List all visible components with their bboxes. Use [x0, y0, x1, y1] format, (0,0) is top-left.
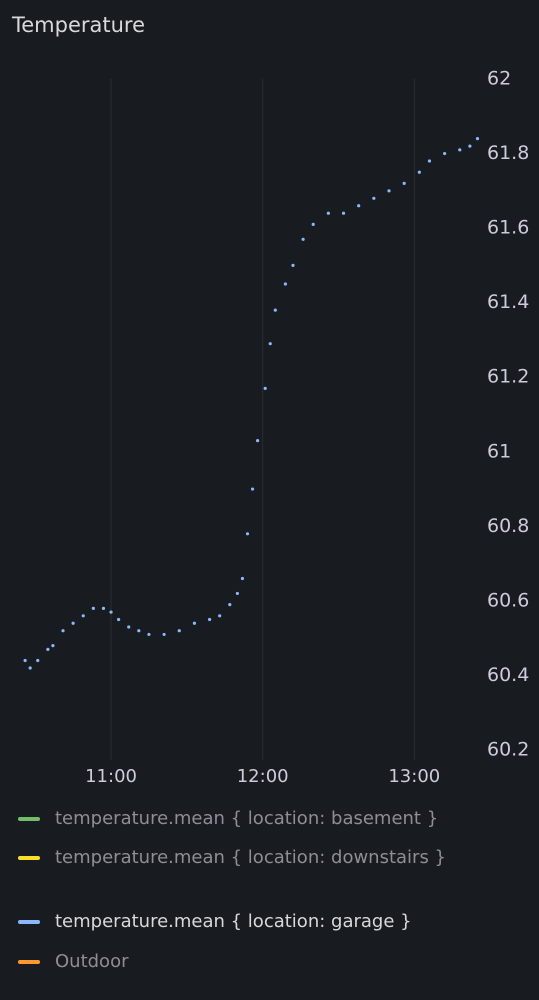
data-point [268, 342, 272, 346]
data-point [417, 170, 421, 174]
data-point [91, 606, 95, 610]
x-tick-label: 13:00 [388, 766, 440, 787]
data-point [357, 204, 361, 208]
data-point [372, 196, 376, 200]
data-point [81, 614, 85, 618]
data-point [137, 629, 141, 633]
data-point [207, 617, 212, 622]
y-tick-label: 61.4 [487, 291, 529, 313]
data-point [127, 625, 131, 629]
y-tick-label: 61.8 [487, 142, 529, 164]
data-point [458, 148, 462, 152]
data-point [36, 658, 40, 663]
data-point [23, 658, 27, 663]
data-point [117, 617, 121, 622]
data-point [51, 644, 55, 648]
data-point [147, 632, 151, 637]
data-point [250, 487, 255, 491]
y-tick-label: 60.8 [487, 515, 529, 537]
data-point [311, 222, 315, 226]
legend-label: temperature.mean { location: garage } [55, 911, 412, 932]
data-point [162, 632, 166, 637]
x-tick-label: 12:00 [237, 766, 289, 787]
data-point [263, 386, 267, 391]
legend-label: temperature.mean { location: basement } [55, 808, 438, 829]
data-point [177, 629, 181, 633]
y-tick-label: 60.6 [487, 589, 529, 611]
x-tick-label: 11:00 [85, 766, 137, 787]
data-point [235, 591, 239, 596]
chart-title: Temperature [11, 13, 145, 37]
data-point [228, 603, 232, 607]
data-point [28, 666, 32, 670]
data-point [341, 211, 346, 215]
data-point [427, 159, 432, 163]
data-point [301, 237, 305, 241]
data-point [468, 144, 472, 148]
data-point [273, 308, 277, 312]
data-point [475, 137, 480, 141]
data-point [443, 151, 447, 156]
data-point [101, 606, 106, 610]
y-tick-label: 60.4 [487, 664, 529, 686]
legend-label: temperature.mean { location: downstairs … [55, 847, 446, 868]
y-tick-label: 61.2 [487, 366, 529, 388]
data-point [387, 189, 391, 193]
y-tick-label: 62 [487, 68, 511, 90]
data-point [256, 438, 260, 443]
data-point [218, 614, 222, 618]
y-tick-label: 60.2 [487, 739, 529, 761]
legend-label: Outdoor [55, 951, 129, 972]
data-point [61, 629, 65, 633]
y-tick-label: 61 [487, 440, 511, 462]
y-tick-label: 61.6 [487, 217, 529, 239]
data-point [402, 181, 406, 185]
data-point [245, 532, 250, 536]
data-point [291, 263, 295, 267]
data-point [240, 576, 245, 581]
data-point [192, 621, 197, 625]
data-point [326, 211, 330, 215]
data-point [71, 621, 75, 625]
data-point [283, 282, 288, 286]
data-point [109, 610, 113, 614]
data-point [46, 647, 50, 651]
